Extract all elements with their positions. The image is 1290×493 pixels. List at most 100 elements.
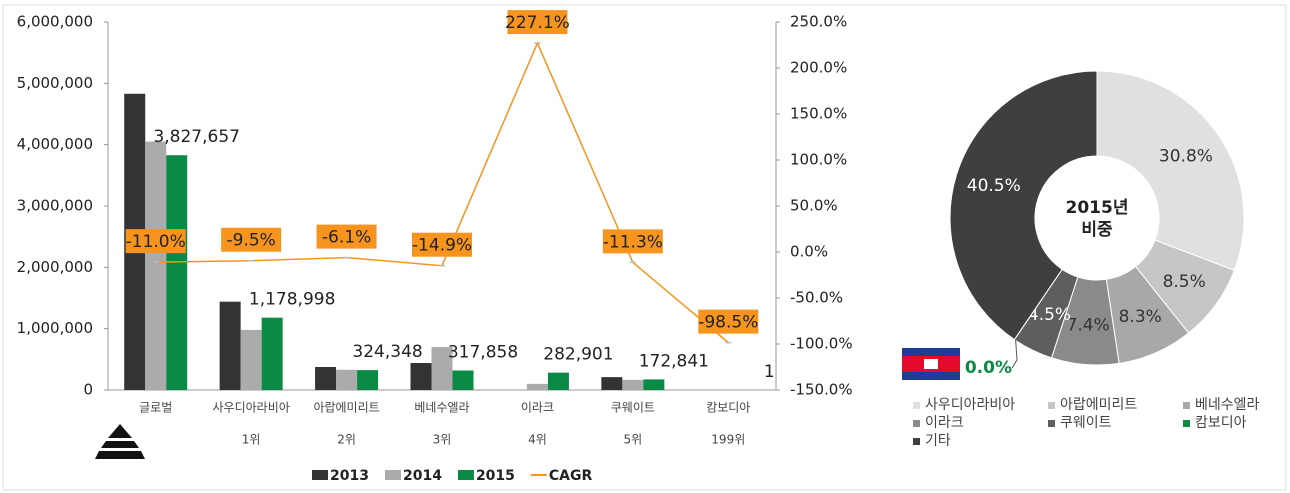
x-tick-label: 사우디아라비아 xyxy=(213,401,290,415)
value-label: 40.5% xyxy=(967,176,1021,196)
x-tick-label: 이라크 xyxy=(521,401,554,415)
value-label: 8.5% xyxy=(1163,272,1206,292)
y-tick-label: 0 xyxy=(83,381,93,399)
y-tick-label: 6,000,000 xyxy=(17,13,93,31)
y-tick-label: 2,000,000 xyxy=(17,258,93,276)
legend-swatch xyxy=(1048,402,1055,409)
donut-slice xyxy=(1096,70,1245,272)
bar xyxy=(240,329,262,390)
value-label: 317,858 xyxy=(448,343,518,363)
bar xyxy=(166,155,188,390)
value-label: -6.1% xyxy=(322,228,371,248)
label-box xyxy=(698,309,759,334)
rank-label: 4위 xyxy=(528,433,547,447)
bar xyxy=(622,379,644,390)
label-box xyxy=(412,232,472,257)
y2-tick-label: 250.0% xyxy=(790,13,847,31)
label-box xyxy=(507,10,568,35)
legend-label: 아랍에미리트 xyxy=(1060,397,1137,413)
legend-label: 쿠웨이트 xyxy=(1060,415,1112,431)
y2-tick-label: -150.0% xyxy=(790,381,853,399)
value-label: 282,901 xyxy=(543,345,613,365)
y-tick-label: 3,000,000 xyxy=(17,197,93,215)
value-label: -11.3% xyxy=(603,232,663,252)
value-label: -11.0% xyxy=(126,232,186,252)
rank-label: 2위 xyxy=(337,433,356,447)
bar xyxy=(547,372,569,390)
donut-slice xyxy=(949,70,1098,341)
value-label: 7.4% xyxy=(1067,316,1110,336)
y2-tick-label: -50.0% xyxy=(790,289,843,307)
legend-swatch xyxy=(312,470,328,480)
leader-line xyxy=(1011,337,1018,369)
pyramid-icon xyxy=(95,424,145,459)
cambodia-flag xyxy=(902,348,960,380)
legend-swatch xyxy=(1048,420,1055,427)
legend-label: 2013 xyxy=(330,468,369,484)
label-box xyxy=(316,224,377,249)
bar xyxy=(315,367,337,390)
bar xyxy=(601,377,623,390)
legend-label: 사우디아라비아 xyxy=(925,397,1015,413)
legend-label: 2014 xyxy=(403,468,442,484)
bar xyxy=(643,379,665,390)
bar xyxy=(526,383,548,390)
bar xyxy=(219,301,241,390)
y2-tick-label: 200.0% xyxy=(790,59,847,77)
y-tick-label: 4,000,000 xyxy=(17,135,93,153)
bar xyxy=(261,317,283,390)
legend-label: CAGR xyxy=(549,468,593,484)
y2-tick-label: -100.0% xyxy=(790,335,853,353)
legend-label: 기타 xyxy=(925,433,951,449)
legend-swatch xyxy=(913,402,920,409)
bar xyxy=(357,370,379,390)
x-tick-label: 쿠웨이트 xyxy=(611,401,655,415)
value-label: 4.5% xyxy=(1028,305,1071,325)
x-tick-label: 글로벌 xyxy=(139,401,172,415)
y2-tick-label: 150.0% xyxy=(790,105,847,123)
label-box xyxy=(221,227,282,252)
value-label: 1 xyxy=(764,362,775,382)
y2-tick-label: 50.0% xyxy=(790,197,838,215)
legend-label: 캄보디아 xyxy=(1195,415,1247,431)
y-tick-label: 5,000,000 xyxy=(17,74,93,92)
value-label: 0.0% xyxy=(965,358,1012,378)
value-label: 172,841 xyxy=(639,351,709,371)
bar xyxy=(410,363,432,390)
value-label: -98.5% xyxy=(698,313,758,333)
center-label: 비중 xyxy=(1081,220,1113,240)
label-box xyxy=(125,229,186,254)
rank-label: 199위 xyxy=(711,433,745,447)
label-box xyxy=(602,229,663,254)
y-tick-label: 1,000,000 xyxy=(17,319,93,337)
value-label: 3,827,657 xyxy=(153,127,240,147)
value-label: -14.9% xyxy=(412,236,472,256)
x-tick-label: 베네수엘라 xyxy=(414,401,469,415)
bar xyxy=(336,369,358,390)
legend-label: 이라크 xyxy=(925,415,964,431)
legend-label: 베네수엘라 xyxy=(1195,397,1260,413)
legend-label: 2015 xyxy=(476,468,515,484)
value-label: 1,178,998 xyxy=(249,290,336,310)
rank-label: 3위 xyxy=(433,433,452,447)
value-label: 227.1% xyxy=(505,13,570,33)
legend-swatch xyxy=(1183,420,1190,427)
bar xyxy=(452,370,474,390)
rank-label: 1위 xyxy=(242,433,261,447)
legend-swatch xyxy=(913,438,920,445)
center-label: 2015년 xyxy=(1066,198,1129,218)
value-label: 8.3% xyxy=(1119,307,1162,327)
value-label: -9.5% xyxy=(226,231,275,251)
legend-swatch xyxy=(457,470,474,480)
y2-tick-label: 100.0% xyxy=(790,151,847,169)
legend-swatch xyxy=(384,470,401,480)
rank-label: 5위 xyxy=(624,433,643,447)
legend-swatch xyxy=(1183,402,1190,409)
legend-swatch xyxy=(913,420,920,427)
bar xyxy=(431,347,453,390)
x-tick-label: 캄보디아 xyxy=(706,401,750,415)
y2-tick-label: 0.0% xyxy=(790,243,828,261)
value-label: 30.8% xyxy=(1159,147,1213,167)
bar xyxy=(145,141,167,390)
